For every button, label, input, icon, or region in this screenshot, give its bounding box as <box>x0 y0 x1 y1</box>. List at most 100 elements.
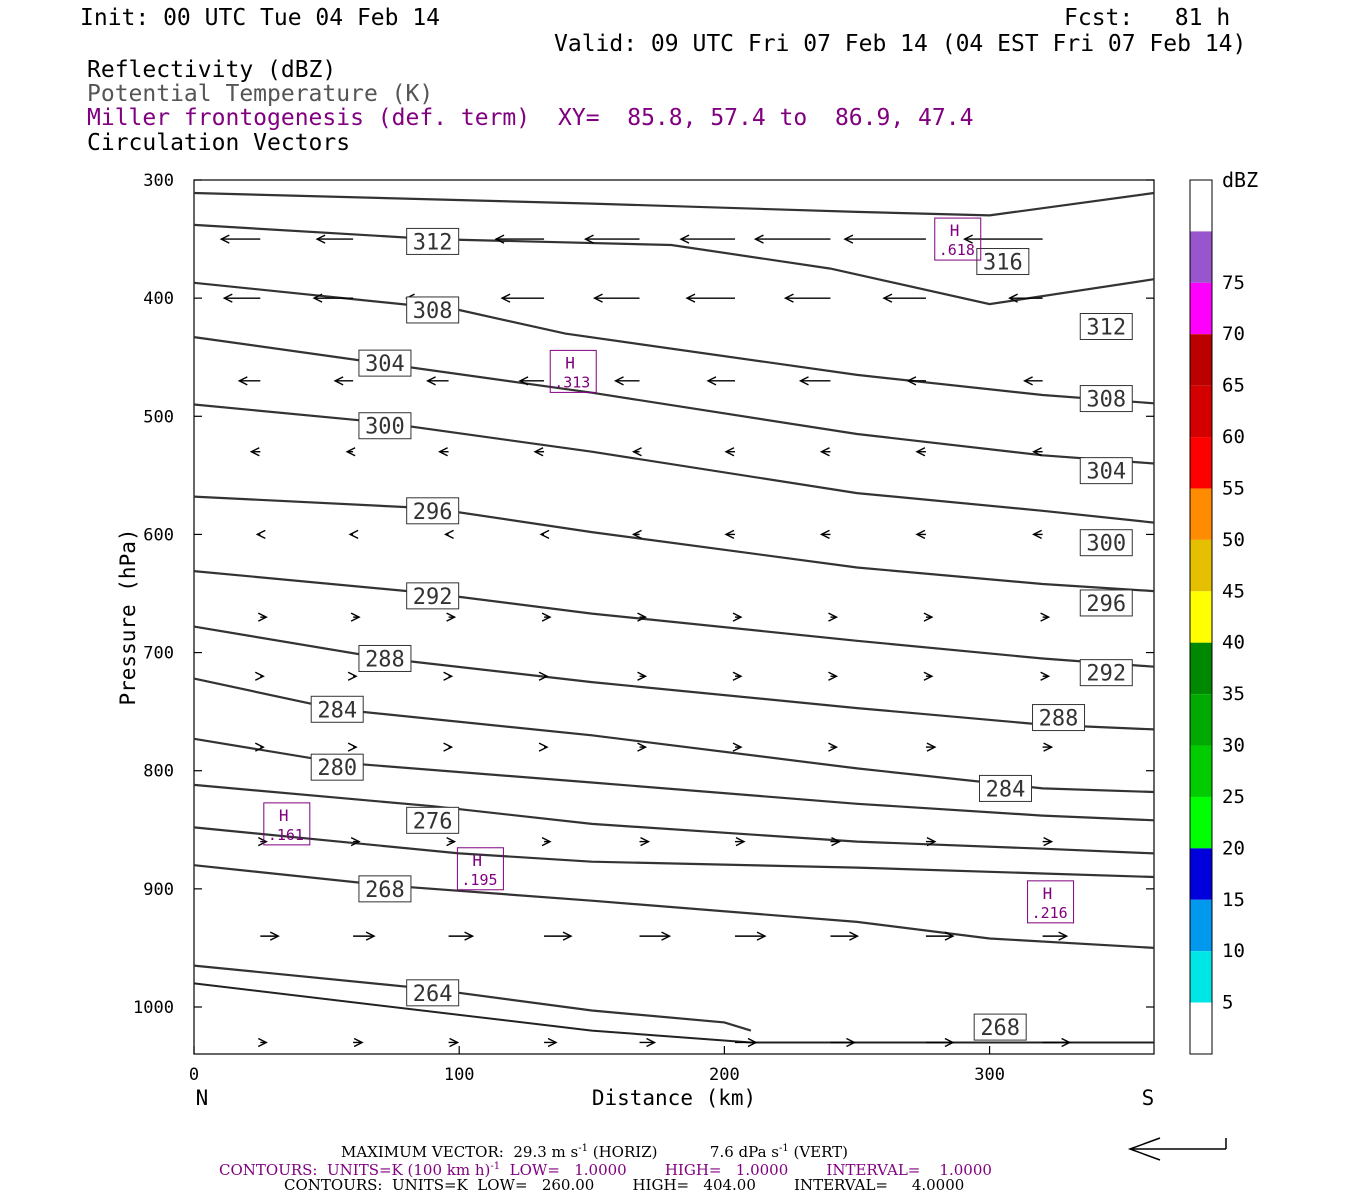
colorbar-swatch <box>1190 539 1212 592</box>
circulation-vector <box>798 376 831 386</box>
init-time: Init: 00 UTC Tue 04 Feb 14 <box>80 5 441 31</box>
frontogenesis-max: H.195 <box>456 847 504 891</box>
vector-head <box>724 529 735 540</box>
circulation-vector <box>613 376 640 386</box>
colorbar-level-label: 65 <box>1222 375 1245 397</box>
left-end-label: N <box>196 1086 209 1110</box>
vector-head <box>613 376 624 386</box>
circulation-vector <box>1042 742 1054 752</box>
isentrope-label: 312 <box>1079 312 1133 340</box>
vector-head <box>798 376 809 386</box>
vector-head <box>547 1037 558 1048</box>
vector-head <box>237 376 248 386</box>
isentrope-label-box <box>358 349 412 377</box>
isentrope-label: 312 <box>406 227 460 255</box>
circulation-vector <box>925 1037 955 1048</box>
isentrope-label: 300 <box>1079 529 1133 557</box>
frontogenesis-max-box <box>456 847 504 891</box>
circulation-vector <box>257 836 268 847</box>
vector-head <box>539 529 550 540</box>
vector-head <box>828 612 839 622</box>
circulation-vector <box>353 931 376 941</box>
circulation-vector <box>637 612 648 622</box>
vector-head <box>257 1037 268 1048</box>
circulation-vector <box>685 293 735 303</box>
frontogenesis-max-box <box>1027 880 1075 924</box>
isentrope-label-box <box>973 1013 1027 1041</box>
circulation-vector <box>1023 376 1043 386</box>
isentrope-label: 308 <box>406 296 460 324</box>
vector-head <box>365 931 376 941</box>
valid-time: Valid: 09 UTC Fri 07 Feb 14 (04 EST Fri … <box>554 31 1247 57</box>
vector-head <box>1032 529 1042 540</box>
field-reflectivity: Reflectivity (dBZ) <box>87 57 337 83</box>
colorbar-swatch <box>1190 694 1212 746</box>
vector-head <box>735 836 746 847</box>
isentrope-label: 316 <box>976 248 1030 276</box>
isentrope-label: 296 <box>406 497 460 525</box>
vector-head <box>679 234 690 244</box>
circulation-vector <box>828 742 839 752</box>
circulation-vector <box>1040 612 1051 622</box>
circulation-vector <box>734 836 746 847</box>
isentrope-label-box <box>1079 529 1133 557</box>
circulation-vector <box>426 376 449 386</box>
isentrope-label-text: 288 <box>1039 707 1079 732</box>
vector-head <box>828 671 839 681</box>
isentrope-label-text: 276 <box>413 809 453 834</box>
field-circulation-vectors: Circulation Vectors <box>87 130 351 156</box>
vector-head <box>926 836 937 847</box>
frontogenesis-max-box <box>934 217 982 261</box>
vector-head <box>1061 1037 1072 1048</box>
circulation-vector <box>631 529 642 540</box>
colorbar-swatch <box>1190 848 1212 900</box>
x-tick-label: 100 <box>444 1065 475 1085</box>
vector-head <box>333 376 344 386</box>
circulation-vector <box>734 931 767 941</box>
isentrope-label-text: 312 <box>1086 315 1126 340</box>
isentrope-label: 280 <box>310 753 364 781</box>
vector-head <box>1043 836 1054 847</box>
vector-head <box>494 234 505 244</box>
isentrope-label-text: 304 <box>1086 460 1126 485</box>
frontogenesis-max-label: H <box>279 806 289 825</box>
isentrope-line <box>193 783 1155 855</box>
isentrope-label-text: 268 <box>365 878 405 903</box>
frontogenesis-max: H.161 <box>263 802 311 846</box>
isentrope-label-text: 292 <box>413 585 453 610</box>
vector-head <box>661 931 672 941</box>
circulation-vector <box>448 931 475 941</box>
circulation-vector <box>925 836 937 847</box>
circulation-vector <box>257 1037 268 1048</box>
vector-head <box>819 447 830 457</box>
isentrope-label-text: 300 <box>1086 532 1126 557</box>
circulation-vector <box>1040 671 1051 681</box>
vector-head <box>533 447 544 457</box>
frontogenesis-max-box <box>549 349 597 393</box>
vector-head <box>257 836 268 847</box>
vector-head <box>315 234 326 244</box>
vector-head <box>449 1037 460 1048</box>
circulation-vector <box>828 612 839 622</box>
vector-head <box>915 447 926 457</box>
isentrope-label: 268 <box>973 1013 1027 1041</box>
frontogenesis-max: H.618 <box>934 217 982 261</box>
plot-frame <box>193 179 1155 1055</box>
isentrope-label-text: 292 <box>1086 662 1126 687</box>
vector-head <box>1032 447 1042 457</box>
circulation-vector <box>923 671 934 681</box>
theta-contour-info: CONTOURS: UNITS=K LOW= 260.00 HIGH= 404.… <box>284 1176 965 1194</box>
colorbar-level-label: 30 <box>1222 735 1245 757</box>
vector-head <box>753 234 764 244</box>
isentrope-line <box>193 336 1155 465</box>
circulation-vector <box>438 447 449 457</box>
colorbar-swatch <box>1190 951 1212 1003</box>
isentrope-label-box <box>358 412 412 440</box>
colorbar-swatch <box>1190 899 1212 952</box>
isentrope-label: 292 <box>406 582 460 610</box>
field-frontogenesis: Miller frontogenesis (def. term) <box>87 105 531 131</box>
isentrope-label-box <box>978 774 1032 802</box>
vector-head <box>706 376 717 386</box>
isentrope-label-box <box>1079 589 1133 617</box>
y-tick-label: 500 <box>143 407 174 427</box>
